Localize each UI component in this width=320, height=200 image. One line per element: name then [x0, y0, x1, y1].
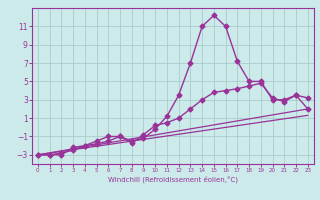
X-axis label: Windchill (Refroidissement éolien,°C): Windchill (Refroidissement éolien,°C) — [108, 176, 238, 183]
